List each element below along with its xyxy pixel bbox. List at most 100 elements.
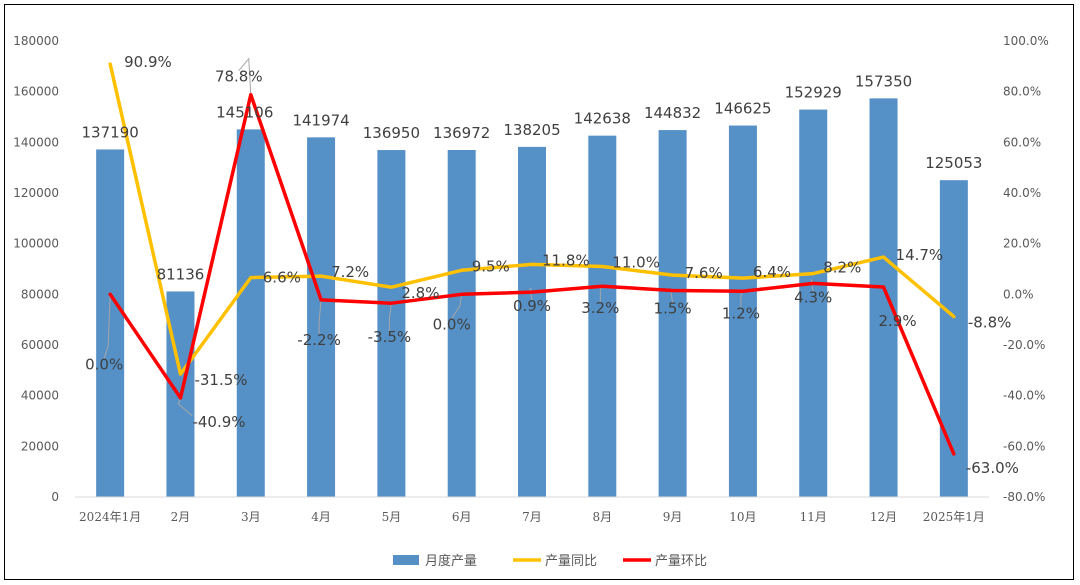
- bar: [377, 150, 406, 497]
- right-axis-tick-label: -20.0%: [1003, 338, 1045, 352]
- bar-data-label: 138205: [503, 121, 560, 139]
- bar-data-label: 144832: [644, 104, 701, 122]
- mom-data-label: -40.9%: [192, 413, 245, 431]
- right-axis-tick-label: 60.0%: [1003, 135, 1041, 149]
- series-line: [108, 92, 956, 456]
- yoy-data-label: 11.8%: [542, 251, 590, 269]
- right-axis-tick-label: 0.0%: [1003, 287, 1034, 301]
- category-label: 2月: [171, 510, 191, 524]
- leader-line: [451, 294, 463, 319]
- bar-data-label: 81136: [157, 265, 205, 283]
- yoy-data-label: 90.9%: [124, 53, 172, 71]
- yoy-data-label: 14.7%: [896, 246, 944, 264]
- mom-data-label: -2.2%: [297, 331, 341, 349]
- mom-data-label: 1.2%: [722, 304, 760, 322]
- bar-data-label: 157350: [855, 72, 912, 90]
- bar: [658, 130, 687, 497]
- bar-data-label: 125053: [925, 154, 982, 172]
- category-label: 8月: [592, 510, 612, 524]
- bar: [728, 125, 757, 498]
- right-axis: -80.0% -60.0% -40.0% -20.0% 0.0% 20.0% 40.0% 60…: [1003, 34, 1049, 504]
- bar: [588, 135, 617, 498]
- bar-data-label: 145106: [216, 103, 273, 121]
- category-label: 7月: [522, 510, 542, 524]
- mom-data-label: 0.0%: [85, 355, 123, 373]
- legend-label: 产量环比: [655, 554, 707, 569]
- mom-data-label: 0.9%: [513, 297, 551, 315]
- series-line: [108, 62, 956, 376]
- mom-data-label: -3.5%: [368, 328, 412, 346]
- bar-series: [96, 98, 968, 498]
- bar-data-label: 152929: [785, 84, 842, 102]
- category-label: 12月: [870, 510, 897, 524]
- left-axis-tick-label: 60000: [21, 338, 59, 352]
- yoy-data-label: 8.2%: [823, 259, 861, 277]
- category-labels: 2024年1月 2月 3月 4月 5月 6月 7月 8月 9月 10月 11月 12月 2025年1月: [79, 510, 985, 524]
- category-label: 2025年1月: [923, 510, 985, 524]
- leader-line: [177, 397, 193, 417]
- left-axis-tick-label: 100000: [13, 237, 59, 251]
- legend: 月度产量 产量同比 产量环比: [393, 553, 707, 569]
- bar: [869, 98, 898, 497]
- category-label: 10月: [729, 510, 756, 524]
- right-axis-tick-label: 40.0%: [1003, 186, 1041, 200]
- category-label: 5月: [382, 510, 402, 524]
- leader-lines: [103, 57, 814, 417]
- yoy-data-label: 2.8%: [401, 284, 439, 302]
- bar-data-label: 146625: [714, 100, 771, 118]
- bar: [307, 137, 336, 498]
- category-label: 3月: [241, 510, 261, 524]
- left-axis-tick-label: 160000: [13, 85, 59, 99]
- yoy-data-label: 9.5%: [472, 257, 510, 275]
- right-axis-tick-label: 100.0%: [1003, 34, 1049, 48]
- yoy-data-label: 6.4%: [753, 263, 791, 281]
- mom-data-label: 78.8%: [215, 68, 263, 86]
- mom-data-label: 1.5%: [654, 300, 692, 318]
- bar-data-label: 136972: [433, 124, 490, 142]
- bar: [447, 150, 476, 497]
- bar: [799, 109, 828, 497]
- yoy-data-label: 11.0%: [612, 253, 660, 271]
- bar-data-label: 142638: [574, 110, 631, 128]
- left-axis-tick-label: 80000: [21, 287, 59, 301]
- data-labels: 137190 81136 145106 141974 136950 136972 13820…: [82, 53, 1019, 477]
- mom-data-label: 2.9%: [878, 312, 916, 330]
- yoy-data-label: 7.2%: [331, 263, 369, 281]
- chart-frame: 0 20000 40000 60000 80000 100000 120000 140000 1…: [4, 4, 1074, 580]
- category-label: 6月: [452, 510, 472, 524]
- leader-line: [318, 299, 322, 334]
- yoy-data-label: 6.6%: [263, 269, 301, 287]
- bar-data-label: 137190: [82, 123, 139, 141]
- left-axis: 0 20000 40000 60000 80000 100000 120000 140000 1…: [13, 34, 59, 504]
- bar: [236, 129, 265, 497]
- left-axis-tick-label: 20000: [21, 439, 59, 453]
- bar: [939, 180, 968, 497]
- mom-data-label: 4.3%: [794, 288, 832, 306]
- mom-data-label: -63.0%: [966, 459, 1019, 477]
- leader-line: [103, 294, 111, 359]
- left-axis-tick-label: 180000: [13, 34, 59, 48]
- line-series: [108, 62, 956, 456]
- right-axis-tick-label: 80.0%: [1003, 85, 1041, 99]
- category-label: 9月: [663, 510, 683, 524]
- bar-data-label: 141974: [292, 111, 349, 129]
- right-axis-tick-label: 20.0%: [1003, 237, 1041, 251]
- left-axis-tick-label: 0: [51, 490, 59, 504]
- category-label: 11月: [800, 510, 827, 524]
- left-axis-tick-label: 120000: [13, 186, 59, 200]
- mom-data-label: 0.0%: [433, 315, 471, 333]
- leader-line: [388, 303, 392, 332]
- right-axis-tick-label: -40.0%: [1003, 389, 1045, 403]
- legend-label: 月度产量: [425, 553, 477, 569]
- category-label: 4月: [311, 510, 331, 524]
- leader-line: [238, 57, 252, 95]
- legend-label: 产量同比: [545, 554, 597, 569]
- bar: [96, 149, 125, 497]
- yoy-data-label: -8.8%: [968, 314, 1012, 332]
- yoy-data-label: -31.5%: [194, 371, 247, 389]
- yoy-data-label: 7.6%: [685, 264, 723, 282]
- bar: [518, 146, 546, 497]
- right-axis-tick-label: -60.0%: [1003, 439, 1045, 453]
- mom-data-label: 3.2%: [581, 299, 619, 317]
- bar-data-label: 136950: [363, 124, 420, 142]
